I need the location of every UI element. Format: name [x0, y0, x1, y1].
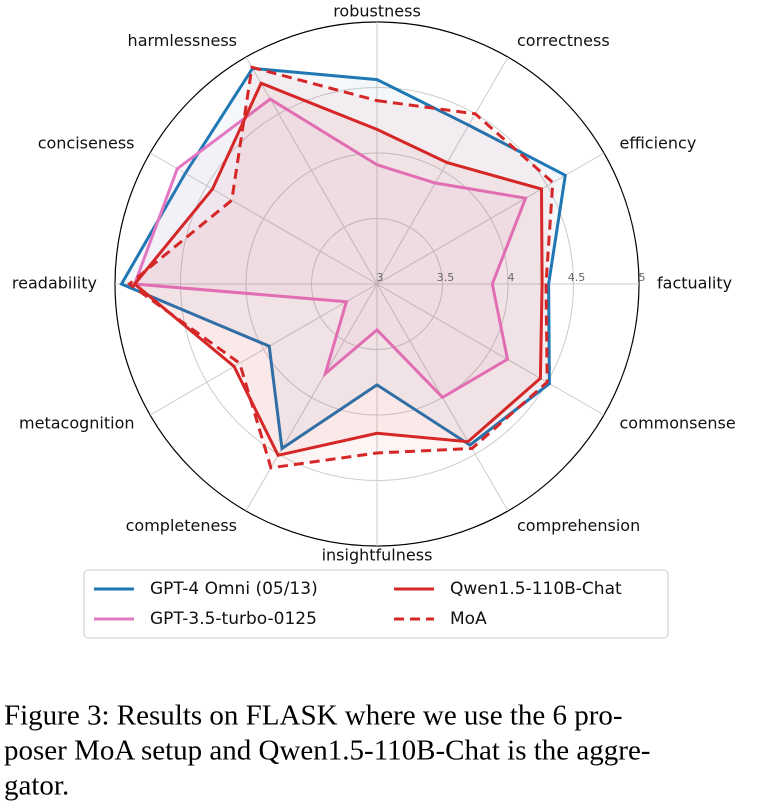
r-tick-label: 4: [508, 271, 515, 284]
series-line: [126, 65, 555, 470]
legend-label: MoA: [450, 609, 487, 629]
spoke: [376, 283, 605, 416]
category-label: efficiency: [619, 134, 696, 153]
category-label: harmlessness: [128, 31, 237, 50]
category-label: correctness: [517, 31, 610, 50]
spoke: [245, 56, 378, 285]
legend-label: GPT-3.5-turbo-0125: [150, 609, 317, 629]
spoke: [376, 56, 509, 285]
series-line: [119, 66, 567, 452]
legend-label: Qwen1.5-110B-Chat: [450, 579, 622, 599]
spoke: [149, 283, 378, 416]
category-label: commonsense: [619, 414, 735, 433]
r-tick-label: 3.5: [437, 271, 455, 284]
series-line: [132, 97, 528, 400]
r-tick-label: 5: [639, 271, 646, 284]
caption-line: poser MoA setup and Qwen1.5-110B-Chat is…: [4, 735, 650, 767]
category-label: factuality: [657, 274, 732, 293]
category-label: metacognition: [19, 414, 134, 433]
category-label: conciseness: [38, 134, 135, 153]
category-label: completeness: [126, 516, 237, 535]
caption-line: Figure 3: Results on FLASK where we use …: [4, 700, 623, 732]
series-line: [132, 81, 544, 458]
r-tick-label: 4.5: [568, 271, 586, 284]
category-label: readability: [12, 274, 97, 293]
series-area: [129, 67, 553, 468]
legend-label: GPT-4 Omni (05/13): [150, 579, 318, 599]
caption-line: gator.: [4, 770, 69, 802]
legend-box: [83, 569, 669, 639]
category-label: comprehension: [517, 516, 640, 535]
category-label: insightfulness: [322, 546, 433, 565]
series-area: [134, 99, 526, 398]
r-tick-label: 3: [377, 271, 384, 284]
spoke: [245, 283, 378, 512]
spoke: [149, 152, 378, 285]
category-label: robustness: [333, 2, 421, 21]
